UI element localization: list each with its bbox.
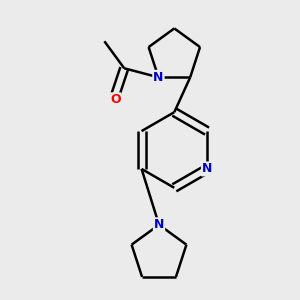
Text: N: N bbox=[153, 71, 164, 84]
Text: N: N bbox=[202, 162, 212, 176]
Text: O: O bbox=[110, 93, 121, 106]
Text: N: N bbox=[154, 218, 164, 231]
